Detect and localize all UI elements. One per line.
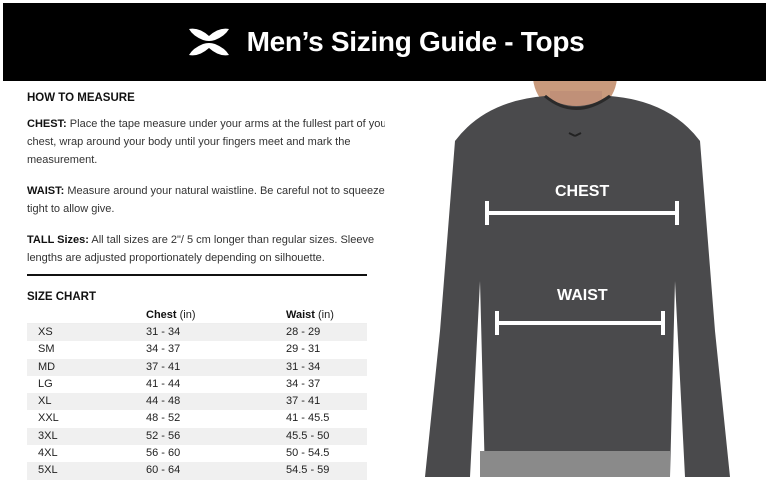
waist-label: WAIST: [557, 287, 608, 304]
table-row: XS 31 - 34 28 - 29: [27, 324, 367, 342]
chest-label: CHEST: [555, 183, 610, 200]
waist-cell: 28 - 29: [286, 326, 321, 338]
waist-cell: 50 - 54.5: [286, 447, 330, 460]
table-header: Chest (in) Waist (in): [27, 307, 367, 324]
chest-line-cap-left: [485, 201, 489, 225]
size-cell: 3XL: [38, 429, 58, 442]
chest-column-header: Chest (in): [146, 309, 196, 321]
table-row: LG 41 - 44 34 - 37: [27, 376, 367, 393]
table-row: SM 34 - 37 29 - 31: [27, 341, 367, 358]
table-row: 4XL 56 - 60 50 - 54.5: [27, 445, 367, 462]
model-photo: CHEST WAIST: [385, 81, 769, 477]
chest-cell: 60 - 64: [146, 464, 181, 477]
waist-column-header: Waist (in): [286, 309, 334, 321]
size-cell: XL: [38, 395, 52, 408]
header-banner: Men’s Sizing Guide - Tops: [3, 3, 766, 81]
chest-cell: 56 - 60: [146, 447, 181, 460]
waist-instructions: WAIST: Measure around your natural waist…: [27, 185, 404, 215]
waist-cell: 37 - 41: [286, 395, 321, 408]
waist-line-cap-left: [495, 311, 499, 335]
page-title: Men’s Sizing Guide - Tops: [246, 26, 585, 57]
tall-instructions: TALL Sizes: All tall sizes are 2"/ 5 cm …: [27, 234, 375, 264]
waist-cell: 34 - 37: [286, 377, 321, 390]
size-cell: MD: [38, 360, 56, 373]
size-cell: 5XL: [38, 464, 58, 477]
waist-cell: 29 - 31: [286, 343, 321, 356]
table-row: 5XL 60 - 64 54.5 - 59: [27, 462, 367, 480]
waist-cell: 45.5 - 50: [286, 429, 330, 442]
waist-cell: 41 - 45.5: [286, 412, 330, 425]
waist-cell: 54.5 - 59: [286, 464, 330, 477]
chest-cell: 52 - 56: [146, 429, 181, 442]
table-row: XXL 48 - 52 41 - 45.5: [27, 410, 367, 427]
chest-cell: 37 - 41: [146, 360, 181, 373]
size-cell: LG: [38, 377, 53, 390]
model-shirt-illustration: [425, 81, 730, 477]
chest-cell: 41 - 44: [146, 377, 181, 390]
table-row: MD 37 - 41 31 - 34: [27, 358, 367, 376]
waist-line-cap-right: [661, 311, 665, 335]
size-chart-table: Chest (in) Waist (in) XS 31 - 34 28 - 29 SM…: [27, 307, 367, 480]
how-to-measure-heading: HOW TO MEASURE: [27, 92, 135, 104]
divider: [27, 274, 367, 276]
size-cell: 4XL: [38, 447, 58, 460]
chest-measure-line: [487, 211, 677, 215]
chest-instructions: CHEST: Place the tape measure under your…: [27, 118, 391, 166]
size-cell: XXL: [38, 412, 59, 425]
size-chart-heading: SIZE CHART: [27, 291, 96, 303]
table-row: XL 44 - 48 37 - 41: [27, 393, 367, 411]
chest-cell: 34 - 37: [146, 343, 181, 356]
under-armour-logo-icon: [188, 28, 229, 56]
size-cell: XS: [38, 326, 53, 338]
waist-measure-line: [497, 321, 665, 325]
table-row: 3XL 52 - 56 45.5 - 50: [27, 427, 367, 446]
chest-cell: 48 - 52: [146, 412, 181, 425]
chest-cell: 44 - 48: [146, 395, 181, 408]
chest-cell: 31 - 34: [146, 326, 181, 338]
waist-cell: 31 - 34: [286, 360, 321, 373]
size-cell: SM: [38, 343, 55, 356]
chest-line-cap-right: [675, 201, 679, 225]
